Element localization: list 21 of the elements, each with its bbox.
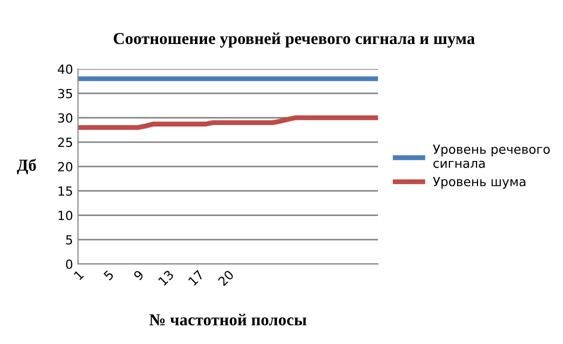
x-axis-title: № частотной полосы bbox=[149, 314, 306, 326]
chart-title: Соотношение уровней речевого сигнала и шума bbox=[114, 32, 475, 48]
y-tick-label: 0 bbox=[66, 259, 72, 269]
y-tick-label: 20 bbox=[58, 162, 72, 172]
y-tick-label: 30 bbox=[58, 113, 72, 123]
legend-label: Уровень речевого сигнала bbox=[432, 144, 550, 168]
y-tick-label: 35 bbox=[58, 88, 72, 98]
x-tick-label: 17 bbox=[188, 270, 204, 286]
y-tick-label: 15 bbox=[58, 186, 72, 196]
x-tick-label: 13 bbox=[158, 270, 174, 286]
y-tick-label: 10 bbox=[58, 210, 72, 220]
y-tick-label: 25 bbox=[58, 138, 72, 148]
legend-label: Уровень шума bbox=[432, 177, 526, 189]
x-tick-label: 5 bbox=[103, 270, 114, 281]
y-tick-label: 40 bbox=[58, 64, 72, 74]
x-tick-label: 1 bbox=[74, 270, 84, 280]
x-tick-label: 9 bbox=[133, 270, 144, 281]
y-axis-title: Дб bbox=[16, 158, 36, 174]
x-tick-label: 20 bbox=[218, 270, 234, 286]
y-tick-label: 5 bbox=[66, 235, 72, 245]
line-series bbox=[78, 115, 378, 130]
